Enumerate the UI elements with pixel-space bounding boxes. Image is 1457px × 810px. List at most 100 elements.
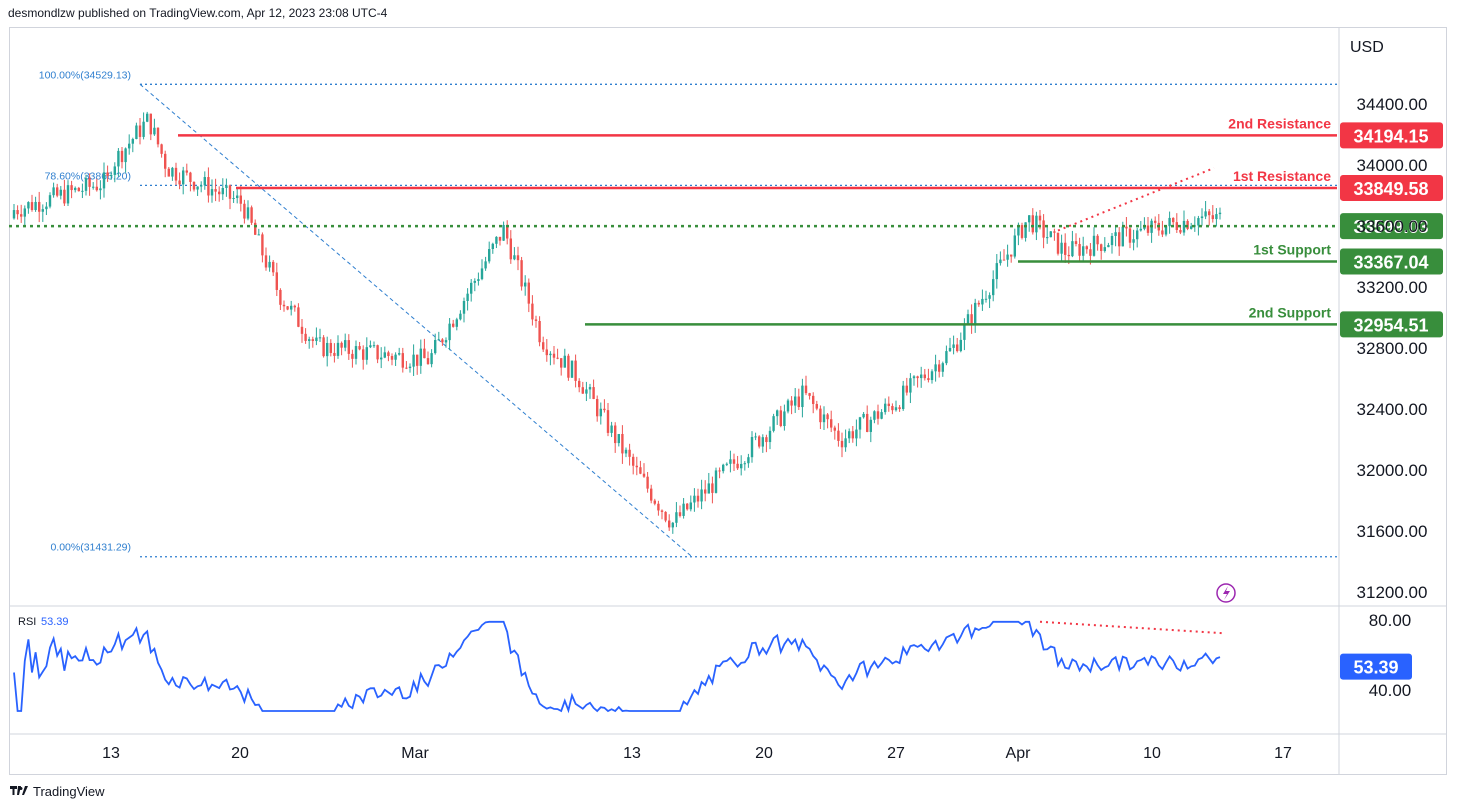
candle-body — [542, 342, 545, 350]
candle-body — [279, 289, 282, 305]
candle-body — [228, 185, 232, 199]
candle-body — [290, 305, 293, 310]
candle-body — [563, 355, 566, 368]
candle-body — [466, 293, 469, 301]
price-axis[interactable]: 34400.00 34000.00 33600.00 33200.00 32800.00… — [1357, 95, 1428, 602]
candle-body — [88, 178, 91, 187]
candle-body — [894, 407, 898, 411]
candle-body — [372, 345, 376, 347]
support2-price-text: 32954.51 — [1353, 315, 1428, 335]
candle-body — [81, 190, 84, 192]
candle-body — [754, 436, 757, 438]
candle-body — [1035, 215, 1038, 233]
candle-body — [524, 282, 527, 287]
candle-body — [236, 195, 239, 199]
support-resistance-levels[interactable]: 2nd Resistance 34194.15 1st Resistance 3384… — [9, 115, 1443, 338]
candle-body — [214, 189, 217, 192]
candle-body — [495, 236, 498, 244]
candle-body — [920, 374, 923, 379]
candle-body — [797, 396, 800, 408]
candle-body — [686, 503, 689, 510]
candle-body — [1053, 231, 1056, 233]
candle-body — [56, 187, 59, 196]
candle-body — [66, 185, 70, 204]
footer: TradingView — [10, 784, 105, 799]
fibonacci-retracement[interactable]: 100.00%(34529.13) 78.60%(33866.20) 0.00%(3… — [39, 69, 1337, 558]
candle-body — [1164, 226, 1168, 235]
time-axis[interactable]: 13 20 Mar 13 20 27 Apr 10 17 — [102, 745, 1292, 762]
candle-body — [412, 354, 415, 367]
candle-body — [732, 459, 736, 464]
candle-body — [682, 503, 685, 516]
bearish-divergence-price-line — [1057, 167, 1215, 232]
support2-price-tag — [1340, 311, 1443, 338]
candle-body — [196, 186, 199, 190]
candle-body — [462, 300, 466, 314]
candle-body — [488, 249, 491, 262]
candle-body — [380, 357, 383, 360]
candle-body — [693, 495, 696, 503]
candle-body — [765, 437, 768, 443]
candle-body — [1010, 254, 1013, 257]
candle-body — [430, 353, 433, 365]
candle-body — [1096, 235, 1099, 245]
candle-body — [700, 489, 703, 502]
candle-body — [704, 489, 707, 494]
candle-body — [1175, 222, 1178, 230]
candle-body — [398, 353, 401, 355]
candle-body — [981, 298, 984, 305]
bearish-divergence-rsi-line — [1039, 620, 1223, 635]
candle-body — [1215, 214, 1218, 220]
candle-body — [232, 198, 235, 200]
candle-body — [862, 413, 865, 418]
candle-body — [333, 352, 336, 356]
price-tick-label: 31600.00 — [1357, 522, 1428, 541]
candle-body — [1172, 217, 1175, 223]
candle-body — [48, 195, 52, 207]
candle-body — [167, 168, 170, 177]
candle-body — [149, 113, 152, 135]
candle-body — [898, 407, 901, 410]
candle-body — [491, 243, 494, 250]
candle-body — [567, 355, 570, 378]
candle-body — [977, 302, 980, 305]
candle-body — [369, 345, 372, 348]
candle-body — [239, 195, 242, 204]
candle-body — [434, 340, 437, 354]
time-tick-label: Mar — [401, 745, 429, 762]
rsi-header-value: 53.39 — [41, 616, 69, 628]
candle-body — [95, 186, 98, 191]
lightning-bolt-icon[interactable] — [1216, 583, 1236, 603]
candle-body — [1046, 237, 1049, 239]
pivot-price-tag — [1340, 213, 1443, 240]
candle-body — [84, 178, 88, 191]
time-tick-label: 13 — [623, 745, 641, 762]
resistance1-price-text: 33849.58 — [1353, 179, 1428, 199]
candle-body — [113, 166, 116, 175]
candle-body — [534, 319, 538, 321]
support1-label: 1st Support — [1253, 242, 1331, 258]
candle-body — [358, 346, 361, 350]
candle-body — [696, 495, 700, 502]
candle-body — [1042, 220, 1045, 238]
time-tick-label: Apr — [1006, 745, 1032, 762]
candle-body — [27, 202, 30, 209]
candle-body — [1020, 225, 1024, 238]
candle-body — [794, 396, 797, 406]
time-tick-label: 13 — [102, 745, 120, 762]
candle-body — [322, 337, 325, 357]
candle-body — [675, 512, 678, 523]
candle-body — [1103, 247, 1106, 252]
candle-body — [257, 234, 260, 236]
candle-body — [632, 456, 635, 466]
candle-body — [642, 473, 646, 477]
candle-body — [761, 437, 764, 447]
candle-body — [41, 209, 44, 212]
candle-body — [941, 363, 944, 372]
candle-body — [952, 344, 955, 348]
candle-body — [833, 427, 836, 431]
candle-body — [722, 464, 725, 472]
candle-body — [725, 463, 728, 465]
price-chart[interactable]: 100.00%(34529.13) 78.60%(33866.20) 0.00%(3… — [0, 0, 1457, 775]
currency-label: USD — [1350, 39, 1384, 56]
